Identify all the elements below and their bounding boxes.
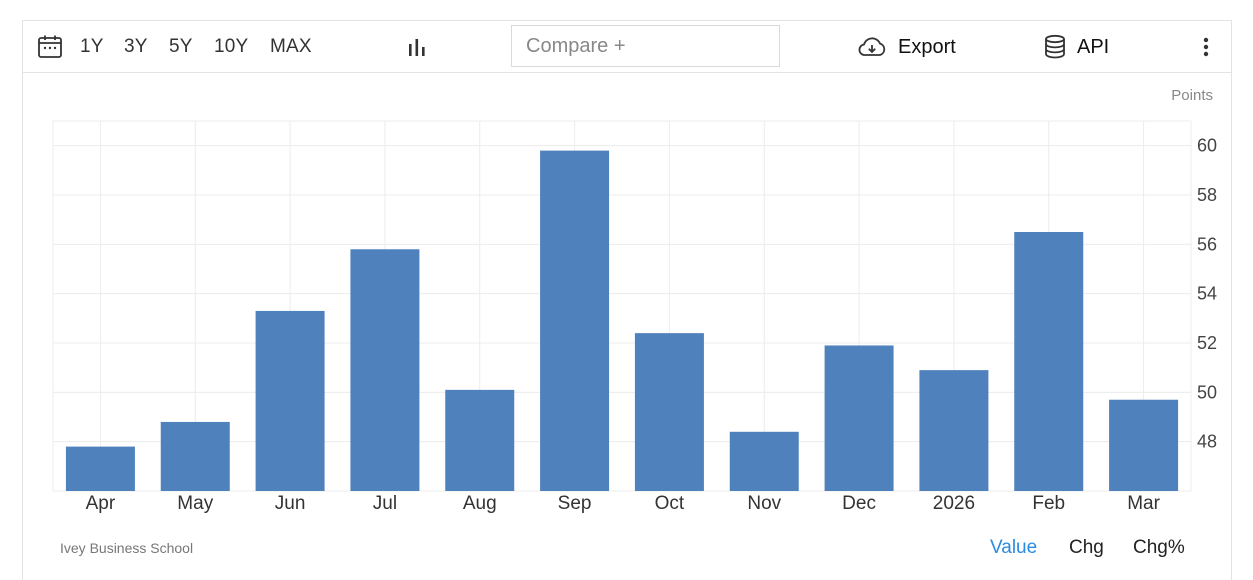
x-tick-label: 2026 [933,493,975,514]
api-button[interactable]: API [1043,21,1109,73]
database-icon [1045,34,1065,59]
x-tick-label: Feb [1032,493,1065,514]
export-button[interactable]: Export [856,21,956,73]
y-tick-label: 52 [1197,333,1217,353]
range-3y-button[interactable]: 3Y [124,36,148,57]
y-tick-label: 58 [1197,185,1217,205]
toolbar: 1Y 3Y 5Y 10Y MAX Export [23,21,1231,73]
cloud-download-icon [858,37,886,56]
bar [255,310,325,491]
api-label: API [1077,35,1110,58]
x-tick-label: Oct [655,493,685,514]
bar [540,150,610,491]
bar [445,389,515,491]
bar [1109,399,1179,491]
compare-input[interactable] [524,33,779,59]
x-tick-label: Apr [86,493,116,514]
unit-label: Points [1171,87,1213,104]
bar [634,333,704,491]
bar [1014,232,1084,491]
bar [729,431,799,491]
range-max-button[interactable]: MAX [270,36,312,57]
y-tick-label: 60 [1197,136,1217,156]
bar [65,446,135,491]
tab-chg-pct[interactable]: Chg% [1133,537,1185,558]
bar [160,421,230,491]
x-tick-label: Aug [463,493,497,514]
bar-chart: 48 50 52 54 56 58 60 Apr May Jun Jul Aug Sep Oct Nov De… [52,120,1217,514]
bar [919,370,989,491]
y-tick-label: 48 [1197,432,1217,452]
export-label: Export [898,35,956,58]
bar [824,345,894,491]
calendar-icon[interactable] [37,21,63,73]
y-tick-label: 54 [1197,284,1217,304]
x-tick-label: Dec [842,493,876,514]
x-tick-label: Jul [373,493,397,514]
x-tick-label: Jun [275,493,306,514]
bar [350,249,420,491]
tab-chg[interactable]: Chg [1069,537,1104,558]
tab-value[interactable]: Value [990,537,1038,558]
plot-area [52,120,1192,492]
y-tick-label: 50 [1197,382,1217,402]
compare-field[interactable] [511,25,780,67]
x-tick-label: Sep [558,493,592,514]
x-tick-label: Mar [1127,493,1160,514]
bar-chart-icon[interactable] [407,21,429,73]
range-5y-button[interactable]: 5Y [169,36,193,57]
range-10y-button[interactable]: 10Y [214,36,249,57]
y-tick-label: 56 [1197,234,1217,254]
source-label: Ivey Business School [60,540,194,556]
x-tick-label: May [177,493,213,514]
range-1y-button[interactable]: 1Y [80,36,104,57]
chart-panel: 1Y 3Y 5Y 10Y MAX Export [22,20,1232,580]
more-vertical-icon[interactable] [1201,21,1211,73]
x-tick-label: Nov [747,493,781,514]
